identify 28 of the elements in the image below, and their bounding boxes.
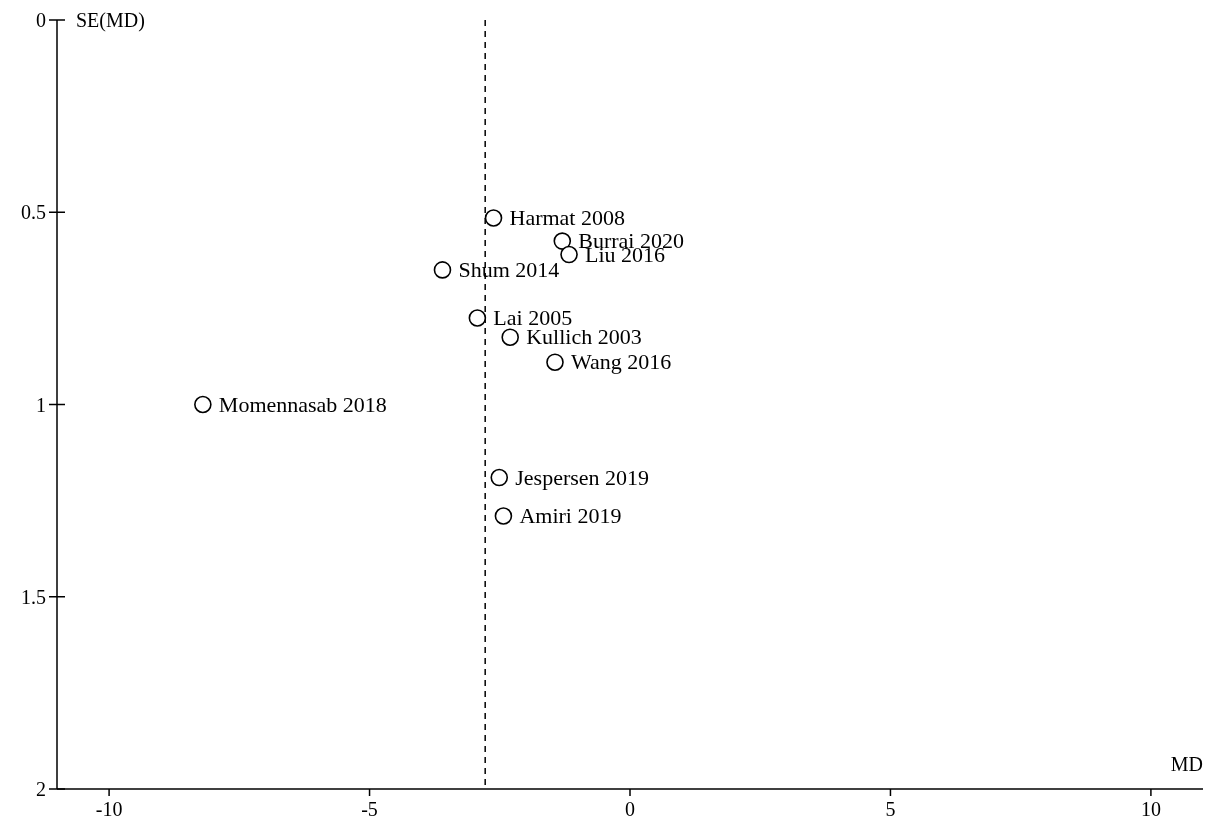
- point: [194, 395, 212, 414]
- x-axis-title: MD: [1170, 753, 1203, 775]
- point: [490, 468, 509, 487]
- annotation: Jespersen 2019: [515, 464, 650, 490]
- y-tick-label: 0: [36, 9, 46, 31]
- x-tick-label: -5: [361, 798, 378, 820]
- point: [560, 245, 578, 264]
- x-tick-label: 5: [885, 798, 896, 820]
- annotation: Shum 2014: [458, 256, 560, 282]
- annotation: Momennasab 2018: [218, 391, 387, 417]
- y-tick-label: 0.5: [21, 201, 46, 224]
- point: [468, 309, 487, 327]
- annotation: Wang 2016: [570, 349, 672, 375]
- y-tick-label: 1.5: [21, 585, 46, 608]
- point: [546, 353, 564, 371]
- x-tick-label: -10: [95, 798, 123, 820]
- point: [494, 507, 513, 525]
- x-tick-label: 10: [1140, 798, 1161, 820]
- point: [501, 328, 519, 346]
- annotation: Harmat 2008: [509, 205, 625, 231]
- y-tick-label: 1: [36, 393, 46, 416]
- point: [484, 209, 503, 227]
- y-tick-label: 2: [36, 778, 46, 800]
- y-axis-title: SE(MD): [76, 9, 145, 32]
- x-tick-label: 0: [625, 798, 635, 820]
- point: [433, 261, 452, 279]
- point: [553, 232, 572, 250]
- annotation: Amiri 2019: [519, 503, 622, 529]
